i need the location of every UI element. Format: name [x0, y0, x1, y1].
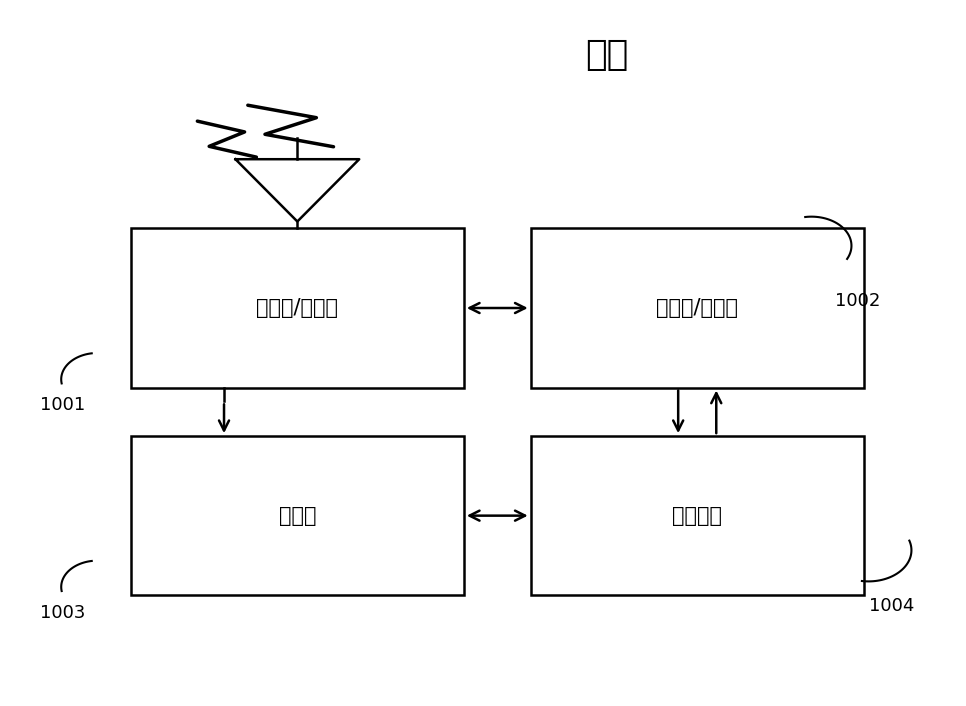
Bar — [530, 436, 864, 595]
Text: 控制器/处理器: 控制器/处理器 — [656, 298, 738, 318]
Text: 1003: 1003 — [41, 604, 86, 621]
Bar — [130, 436, 464, 595]
Text: 1004: 1004 — [868, 597, 914, 615]
Bar — [530, 229, 864, 388]
Text: 基站: 基站 — [585, 38, 629, 73]
Text: 1002: 1002 — [836, 292, 881, 310]
Text: 通信单元: 通信单元 — [672, 505, 723, 526]
Text: 1001: 1001 — [41, 396, 86, 414]
Text: 存储器: 存储器 — [278, 505, 316, 526]
Text: 发射器/接收器: 发射器/接收器 — [256, 298, 338, 318]
Bar — [130, 229, 464, 388]
